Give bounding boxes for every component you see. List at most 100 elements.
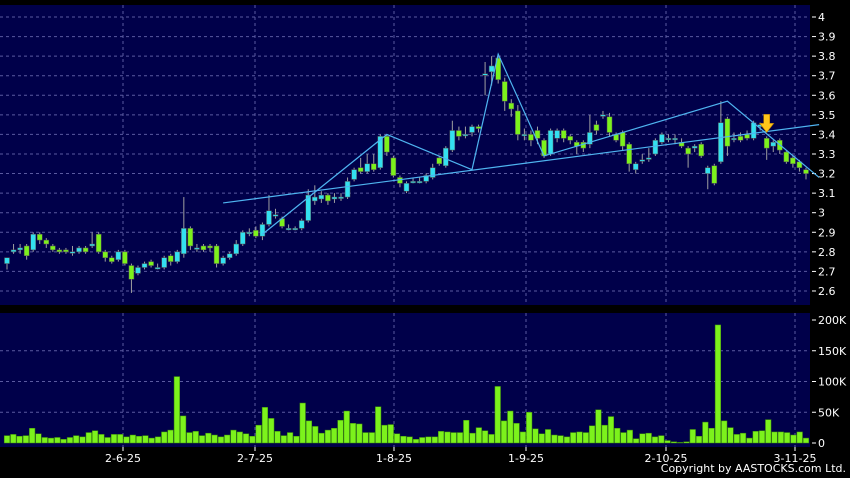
down-arrow-marker-icon	[759, 114, 775, 133]
volume-bar	[299, 402, 306, 444]
volume-bar	[570, 432, 577, 444]
candle-body	[364, 163, 370, 172]
candle	[443, 146, 449, 168]
candle	[567, 134, 573, 145]
candle-body	[174, 251, 181, 262]
candle	[207, 244, 213, 252]
candle-body	[770, 141, 777, 147]
candle	[508, 99, 515, 117]
candle-body	[344, 181, 351, 198]
candle-body	[200, 245, 207, 251]
candle	[731, 132, 737, 143]
volume-bar	[293, 435, 300, 444]
candle-body	[488, 65, 495, 73]
candle-body	[521, 134, 528, 137]
volume-bar	[802, 437, 810, 444]
trendline	[223, 124, 820, 204]
candle-body	[187, 228, 194, 247]
candle	[691, 144, 698, 153]
candle-body	[659, 134, 665, 143]
candle-body	[122, 251, 128, 264]
candle	[521, 128, 528, 141]
volume-bar	[3, 435, 11, 444]
volume-bar	[695, 435, 703, 444]
volume-bar	[356, 423, 363, 444]
candle	[803, 167, 809, 180]
volume-bar	[136, 435, 143, 444]
candle	[456, 126, 462, 141]
candle-body	[181, 228, 187, 255]
candle	[344, 177, 351, 200]
candle	[626, 142, 632, 172]
candle	[298, 218, 305, 231]
candle	[4, 257, 10, 270]
candle-body	[632, 163, 639, 170]
volume-bar	[683, 441, 690, 444]
volume-bar	[431, 436, 438, 444]
candle-body	[593, 124, 600, 131]
price-y-tick-label: 3.1	[818, 187, 836, 200]
candle	[148, 259, 154, 268]
volume-bar	[733, 434, 740, 444]
candle-body	[377, 136, 384, 168]
candle	[469, 124, 475, 137]
candle	[423, 173, 429, 184]
candle	[665, 134, 672, 143]
candle	[357, 157, 364, 174]
candle-body	[10, 249, 17, 253]
volume-bar	[98, 434, 105, 444]
price-y-tick-label: 3.5	[818, 109, 836, 122]
x-tick-label: 2-7-25	[237, 452, 273, 465]
volume-bar	[482, 430, 489, 444]
volume-bar	[658, 435, 665, 444]
candle	[705, 165, 711, 190]
candle-body	[109, 257, 115, 262]
volume-bar	[60, 439, 67, 444]
volume-bar	[198, 435, 206, 444]
candle	[783, 150, 790, 164]
candle-body	[69, 251, 76, 254]
price-y-tick-label: 2.6	[818, 285, 836, 298]
candle-body	[36, 233, 43, 241]
candle	[141, 261, 148, 270]
x-tick-label: 1-9-25	[508, 452, 544, 465]
candle-body	[501, 81, 508, 102]
candle-body	[508, 102, 515, 110]
candle	[632, 161, 639, 174]
candle	[213, 244, 220, 268]
volume-bar	[10, 434, 17, 444]
price-y-tick-label: 3	[818, 207, 825, 220]
volume-bar	[456, 432, 464, 444]
candle-body	[384, 136, 390, 153]
candle	[436, 155, 442, 166]
candle	[718, 101, 724, 164]
candle	[698, 142, 704, 158]
volume-bar	[425, 436, 432, 444]
candle-body	[691, 145, 698, 149]
candle-body	[410, 181, 416, 184]
candle	[292, 226, 298, 231]
volume-bar	[224, 434, 231, 444]
candle-body	[318, 194, 325, 200]
candle	[220, 255, 226, 266]
volume-bar	[343, 410, 350, 444]
volume-bar	[670, 441, 677, 444]
volume-bar	[488, 434, 495, 444]
candle-body	[652, 140, 659, 155]
volume-bar	[702, 421, 709, 444]
price-y-tick-label: 2.9	[818, 226, 836, 239]
candle	[154, 263, 161, 270]
candle	[109, 255, 115, 264]
volume-bar	[494, 386, 501, 444]
price-y-tick-label: 3.2	[818, 168, 836, 181]
volume-bar	[280, 435, 287, 444]
candle	[305, 189, 312, 223]
candle-body	[665, 138, 672, 141]
candle-body	[272, 214, 279, 217]
candle-body	[154, 267, 161, 270]
candle	[416, 177, 423, 184]
volume-bar	[507, 410, 514, 444]
candle	[312, 185, 318, 205]
volume-bar	[557, 435, 564, 444]
candle-body	[207, 245, 213, 249]
